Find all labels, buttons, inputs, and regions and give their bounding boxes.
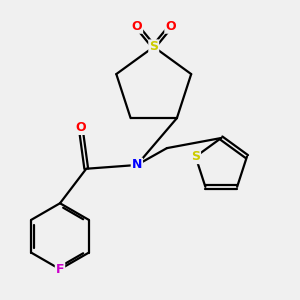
Text: N: N bbox=[132, 158, 142, 172]
Text: O: O bbox=[165, 20, 176, 33]
Text: O: O bbox=[75, 121, 86, 134]
Text: S: S bbox=[149, 40, 158, 53]
Text: S: S bbox=[191, 150, 200, 163]
Text: O: O bbox=[132, 20, 142, 33]
Text: F: F bbox=[56, 263, 64, 276]
